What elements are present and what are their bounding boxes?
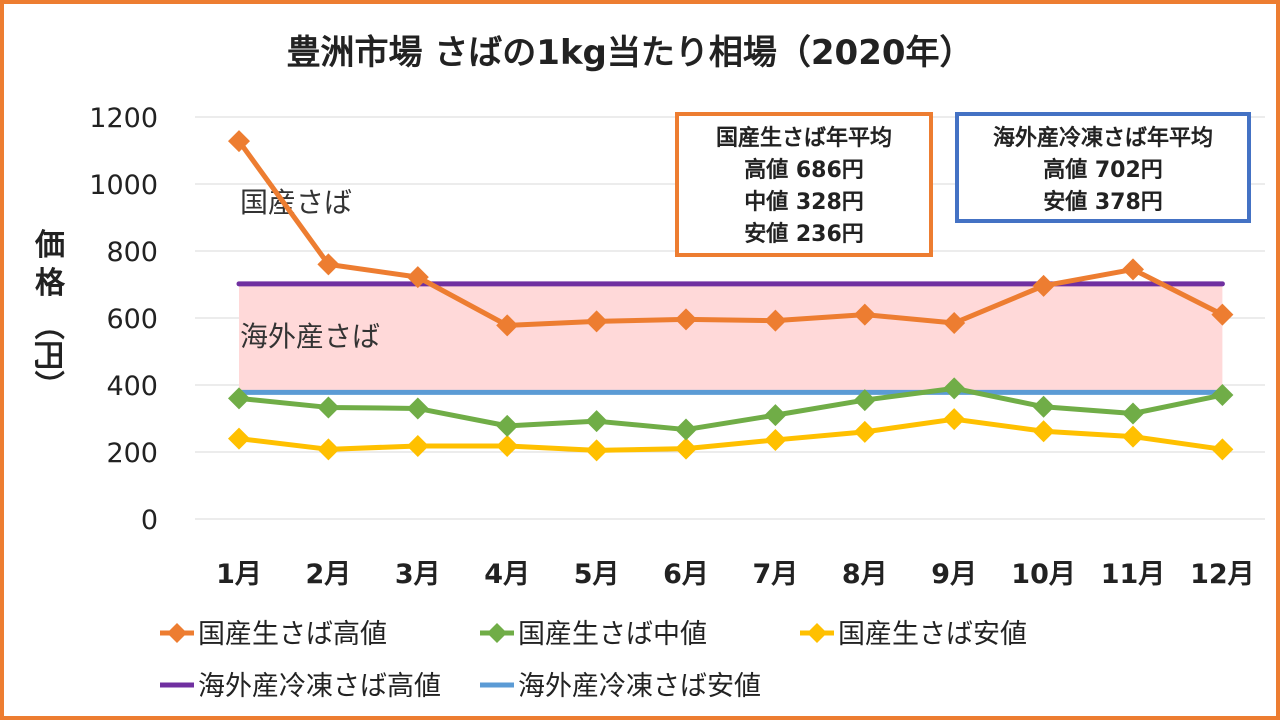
data-point <box>585 410 608 433</box>
series-line-0 <box>236 138 1225 328</box>
data-point <box>406 266 429 289</box>
legend-swatch-marker <box>807 623 827 643</box>
y-tick-label: 400 <box>106 371 158 402</box>
summary-box-1-line: 中値 328円 <box>744 190 864 215</box>
data-point <box>764 404 787 427</box>
legend-label: 海外産冷凍さば高値 <box>198 671 441 702</box>
data-point <box>317 396 340 419</box>
legend-label: 国産生さば安値 <box>838 619 1027 650</box>
data-point <box>764 428 787 451</box>
x-tick-label: 3月 <box>395 559 441 590</box>
data-point <box>1211 384 1234 407</box>
legend-label: 海外産冷凍さば安値 <box>518 671 761 702</box>
y-tick-label: 600 <box>106 304 158 335</box>
summary-box-1-line: 高値 686円 <box>744 157 864 183</box>
data-point <box>1032 420 1055 443</box>
summary-box-2-line: 海外産冷凍さば年平均 <box>993 125 1213 151</box>
data-point <box>228 427 250 450</box>
summary-box-2-line: 高値 702円 <box>1043 157 1163 183</box>
x-tick-label: 8月 <box>842 559 888 590</box>
summary-box-2 <box>955 112 1251 223</box>
x-tick-label: 4月 <box>484 559 530 590</box>
summary-box-2-line: 安値 378円 <box>1043 189 1163 215</box>
chart-title: 豊洲市場 さばの1kg当たり相場（2020年） <box>286 33 973 73</box>
annotation-overseas: 海外産さば <box>240 320 380 353</box>
legend-label: 国産生さば中値 <box>518 619 707 650</box>
series-line-2 <box>236 416 1225 453</box>
x-tick-label: 9月 <box>931 559 977 590</box>
x-tick-label: 11月 <box>1101 559 1166 590</box>
data-point <box>675 308 697 331</box>
series-line-1 <box>236 385 1225 433</box>
data-point <box>406 434 429 457</box>
data-point <box>764 309 787 332</box>
y-axis-label-char-2: 格 <box>35 266 66 301</box>
data-point <box>496 414 519 437</box>
summary-box-1-line: 安値 236円 <box>744 221 864 247</box>
summary-box-1 <box>675 112 933 257</box>
data-point <box>1122 425 1144 448</box>
data-point <box>1122 258 1144 281</box>
summary-box-1-line: 国産生さば年平均 <box>716 125 892 151</box>
data-point <box>585 439 608 462</box>
data-point <box>853 420 876 443</box>
x-tick-label: 12月 <box>1190 559 1255 590</box>
data-point <box>853 303 876 326</box>
data-point <box>1211 303 1234 326</box>
data-point <box>1032 395 1055 418</box>
data-point <box>228 387 250 410</box>
data-point <box>317 438 340 461</box>
legend-swatch-marker <box>487 623 507 643</box>
legend-swatch-marker <box>167 623 187 643</box>
data-point <box>675 437 697 460</box>
data-point <box>1032 274 1055 297</box>
data-point <box>496 314 519 337</box>
data-point <box>228 130 250 153</box>
y-tick-label: 1000 <box>89 170 158 201</box>
y-tick-label: 200 <box>106 438 158 469</box>
y-axis-label-unit: （円） <box>30 310 65 400</box>
data-point <box>585 310 608 333</box>
legend-label: 国産生さば高値 <box>198 619 387 650</box>
x-tick-label: 1月 <box>216 559 262 590</box>
overseas-price-band <box>239 283 1223 393</box>
x-tick-label: 7月 <box>753 559 799 590</box>
data-point <box>496 434 519 457</box>
y-tick-label: 0 <box>141 505 158 536</box>
data-point <box>317 253 340 276</box>
x-tick-label: 6月 <box>663 559 709 590</box>
data-point <box>675 418 697 441</box>
x-tick-label: 10月 <box>1011 559 1076 590</box>
x-tick-label: 2月 <box>306 559 352 590</box>
data-point <box>1211 438 1234 461</box>
y-tick-label: 800 <box>106 237 158 268</box>
x-tick-label: 5月 <box>574 559 620 590</box>
y-axis-label-char-1: 価 <box>34 228 65 263</box>
data-point <box>943 377 966 400</box>
line-chart: 豊洲市場 さばの1kg当たり相場（2020年） 価格 （円） 0 200 400 600 80… <box>30 33 1265 702</box>
data-point <box>406 397 429 420</box>
data-point <box>1122 402 1144 425</box>
data-point <box>943 408 966 431</box>
data-point <box>943 312 966 335</box>
data-point <box>853 389 876 412</box>
y-tick-label: 1200 <box>89 103 158 134</box>
annotation-domestic: 国産さば <box>240 186 352 219</box>
